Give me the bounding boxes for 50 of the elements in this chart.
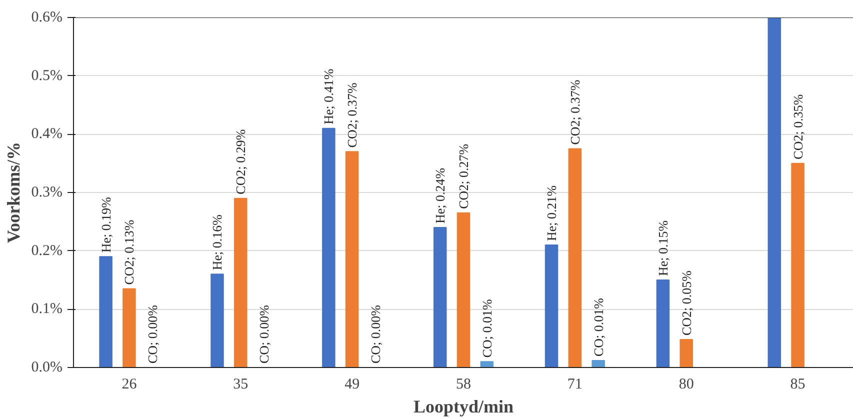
bar xyxy=(680,339,693,368)
data-label: CO; 0.00% xyxy=(368,304,383,364)
bar xyxy=(322,128,336,368)
y-tick-label: 0.3% xyxy=(31,184,63,200)
data-label: CO2; 0.13% xyxy=(122,220,137,285)
x-tick-label: 35 xyxy=(233,376,248,392)
x-tick-label: 49 xyxy=(344,376,360,392)
x-tick-label: 80 xyxy=(678,376,694,392)
bar xyxy=(210,274,224,368)
data-label: He; 0.41% xyxy=(321,68,336,124)
data-label: CO; 0.00% xyxy=(256,304,272,364)
y-tick-label: 0.2% xyxy=(31,242,63,259)
data-label: CO2; 0.27% xyxy=(456,144,471,209)
y-axis-title: Voorkoms/% xyxy=(3,142,24,244)
bar xyxy=(768,18,782,368)
y-tick-label: 0.0% xyxy=(31,360,63,376)
bar xyxy=(99,256,112,368)
data-label: He; 0.19% xyxy=(98,196,114,253)
x-tick-label: 71 xyxy=(567,376,582,392)
data-label: CO2; 0.05% xyxy=(678,270,694,336)
bar xyxy=(433,227,447,368)
bar xyxy=(480,361,494,368)
data-label: CO2; 0.29% xyxy=(233,129,248,194)
bar xyxy=(656,280,670,368)
x-tick-label: 58 xyxy=(456,376,471,392)
data-label: CO; 0.00% xyxy=(145,304,160,364)
x-tick-label: 85 xyxy=(790,376,806,392)
y-tick-label: 0.4% xyxy=(31,126,63,142)
data-label: He; 0.15% xyxy=(655,220,670,276)
bar xyxy=(456,212,470,368)
bar xyxy=(592,360,605,368)
data-label: He; 0.16% xyxy=(210,214,225,270)
x-tick-label: 26 xyxy=(122,376,138,392)
y-tick-label: 0.5% xyxy=(31,68,63,84)
bar xyxy=(345,151,359,368)
data-label: CO; 0.01% xyxy=(590,298,606,356)
data-label: CO2; 0.37% xyxy=(567,80,582,145)
data-label: CO; 0.01% xyxy=(479,298,494,358)
data-label: He; 0.24% xyxy=(432,168,448,224)
data-label: CO2; 0.37% xyxy=(344,82,360,148)
bar xyxy=(122,288,136,368)
bar xyxy=(544,244,558,368)
bar xyxy=(234,198,248,368)
data-label: He; 0.21% xyxy=(544,185,560,241)
x-axis-title: Looptyd/min xyxy=(413,396,514,416)
y-tick-label: 0.1% xyxy=(31,301,63,318)
bar xyxy=(791,162,804,368)
bar xyxy=(568,148,582,368)
y-tick-label: 0.6% xyxy=(31,10,63,26)
data-label: CO2; 0.35% xyxy=(790,94,806,160)
